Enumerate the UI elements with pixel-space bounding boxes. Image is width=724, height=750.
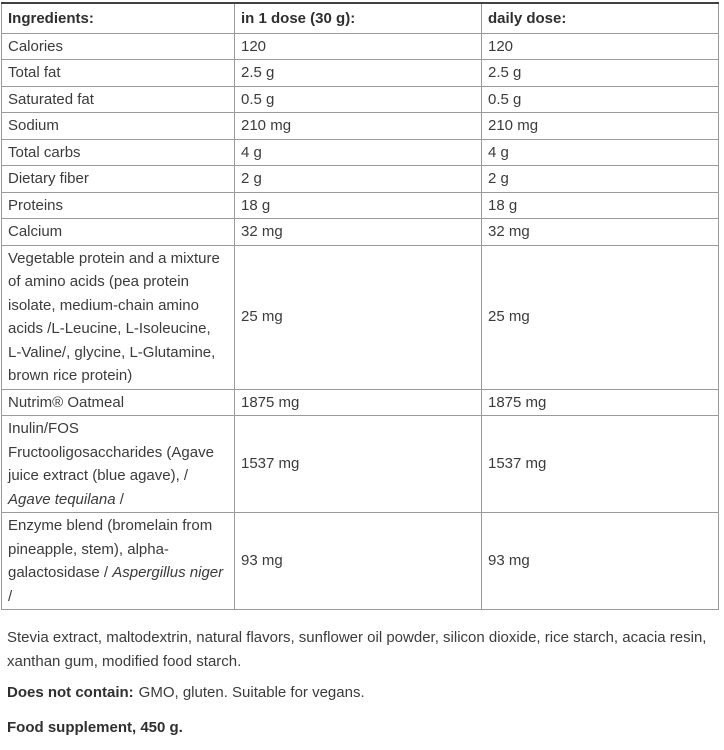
ingredient-name-cell: Nutrim® Oatmeal xyxy=(1,388,235,416)
col-header-ingredients: Ingredients: xyxy=(1,2,235,34)
table-row: Calories 120 120 xyxy=(1,32,719,60)
ingredient-name-cell: Sodium xyxy=(1,112,235,140)
per-dose-value-cell: 32 mg xyxy=(234,218,482,246)
ingredient-name-text: Nutrim® Oatmeal xyxy=(8,393,125,411)
ingredient-name-text: Vegetable protein and a mixture of amino… xyxy=(8,249,220,385)
per-dose-value-cell: 2.5 g xyxy=(234,59,482,87)
table-row: Nutrim® Oatmeal 1875 mg 1875 mg xyxy=(1,388,719,416)
per-dose-value-cell: 0.5 g xyxy=(234,85,482,113)
daily-dose-value-cell: 18 g xyxy=(481,191,719,219)
col-header-daily-dose: daily dose: xyxy=(481,2,719,34)
daily-dose-value-cell: 210 mg xyxy=(481,112,719,140)
daily-dose-value-cell: 2 g xyxy=(481,165,719,193)
ingredient-name-cell: Saturated fat xyxy=(1,85,235,113)
per-dose-value-cell: 2 g xyxy=(234,165,482,193)
ingredient-name-text: Calcium xyxy=(8,223,63,240)
ingredient-name-text: / xyxy=(8,587,13,605)
table-row: Sodium 210 mg 210 mg xyxy=(1,112,719,140)
per-dose-value-cell: 1537 mg xyxy=(234,415,482,513)
does-not-contain-line: Does not contain: GMO, gluten. Suitable f… xyxy=(7,681,715,705)
daily-dose-value-cell: 0.5 g xyxy=(481,85,719,113)
col-header-per-dose: in 1 dose (30 g): xyxy=(234,2,482,34)
per-dose-value-cell: 93 mg xyxy=(234,512,482,610)
table-row: Total fat 2.5 g 2.5 g xyxy=(1,59,719,87)
per-dose-value-cell: 25 mg xyxy=(234,244,482,390)
daily-dose-value-cell: 93 mg xyxy=(481,512,719,610)
daily-dose-value-cell: 4 g xyxy=(481,138,719,166)
ingredient-name-text: Calories xyxy=(8,37,64,55)
ingredient-name-cell: Total carbs xyxy=(1,138,235,166)
other-ingredients-text: Stevia extract, maltodextrin, natural fl… xyxy=(7,629,707,670)
nutrition-table-header: Ingredients: in 1 dose (30 g): daily dos… xyxy=(1,2,719,34)
ingredient-name-cell: Total fat xyxy=(1,59,235,87)
ingredient-latin-name: Aspergillus niger xyxy=(112,564,224,581)
notes-section: Stevia extract, maltodextrin, natural fl… xyxy=(1,626,715,740)
daily-dose-value-cell: 25 mg xyxy=(481,244,719,390)
food-supplement-line: Food supplement, 450 g. xyxy=(7,716,715,740)
ingredient-name-text: Enzyme blend (bromelain from pineapple, … xyxy=(8,517,213,581)
daily-dose-value-cell: 1537 mg xyxy=(481,415,719,513)
daily-dose-value-cell: 2.5 g xyxy=(481,59,719,87)
does-not-contain-text: GMO, gluten. Suitable for vegans. xyxy=(138,684,365,701)
ingredient-name-text: Total carbs xyxy=(8,143,81,161)
table-row: Calcium 32 mg 32 mg xyxy=(1,218,719,246)
table-header-row: Ingredients: in 1 dose (30 g): daily dos… xyxy=(1,2,719,34)
does-not-contain-label: Does not contain: xyxy=(7,684,134,701)
ingredient-name-cell: Enzyme blend (bromelain from pineapple, … xyxy=(1,512,235,610)
ingredient-latin-name: Agave tequilana xyxy=(8,490,116,508)
daily-dose-value-cell: 1875 mg xyxy=(481,388,719,416)
daily-dose-value-cell: 32 mg xyxy=(481,218,719,246)
per-dose-value-cell: 120 xyxy=(234,32,482,60)
per-dose-value-cell: 4 g xyxy=(234,138,482,166)
per-dose-value-cell: 1875 mg xyxy=(234,388,482,416)
table-row: Inulin/FOS Fructooligosaccharides (Agave… xyxy=(1,415,719,513)
table-row: Saturated fat 0.5 g 0.5 g xyxy=(1,85,719,113)
ingredient-name-text: Dietary fiber xyxy=(8,170,89,187)
table-row: Enzyme blend (bromelain from pineapple, … xyxy=(1,512,719,610)
ingredient-name-cell: Vegetable protein and a mixture of amino… xyxy=(1,244,235,390)
ingredient-name-text: Proteins xyxy=(8,196,64,214)
nutrition-facts-table: Ingredients: in 1 dose (30 g): daily dos… xyxy=(1,2,719,610)
ingredient-name-text: Inulin/FOS Fructooligosaccharides (Agave… xyxy=(8,420,214,484)
ingredient-name-cell: Proteins xyxy=(1,191,235,219)
per-dose-value-cell: 18 g xyxy=(234,191,482,219)
table-row: Vegetable protein and a mixture of amino… xyxy=(1,244,719,390)
ingredient-name-cell: Dietary fiber xyxy=(1,165,235,193)
per-dose-value-cell: 210 mg xyxy=(234,112,482,140)
daily-dose-value-cell: 120 xyxy=(481,32,719,60)
ingredient-name-text: Total fat xyxy=(8,64,61,81)
ingredient-name-cell: Inulin/FOS Fructooligosaccharides (Agave… xyxy=(1,415,235,513)
ingredient-name-cell: Calcium xyxy=(1,218,235,246)
ingredient-name-text: / xyxy=(115,490,124,508)
nutrition-table-body: Calories 120 120 Total fat 2.5 g 2.5 g Saturat… xyxy=(1,32,719,610)
table-row: Proteins 18 g 18 g xyxy=(1,191,719,219)
ingredient-name-text: Sodium xyxy=(8,117,59,134)
ingredient-name-text: Saturated fat xyxy=(8,90,94,108)
food-supplement-text: Food supplement, 450 g. xyxy=(7,719,183,736)
ingredient-name-cell: Calories xyxy=(1,32,235,60)
